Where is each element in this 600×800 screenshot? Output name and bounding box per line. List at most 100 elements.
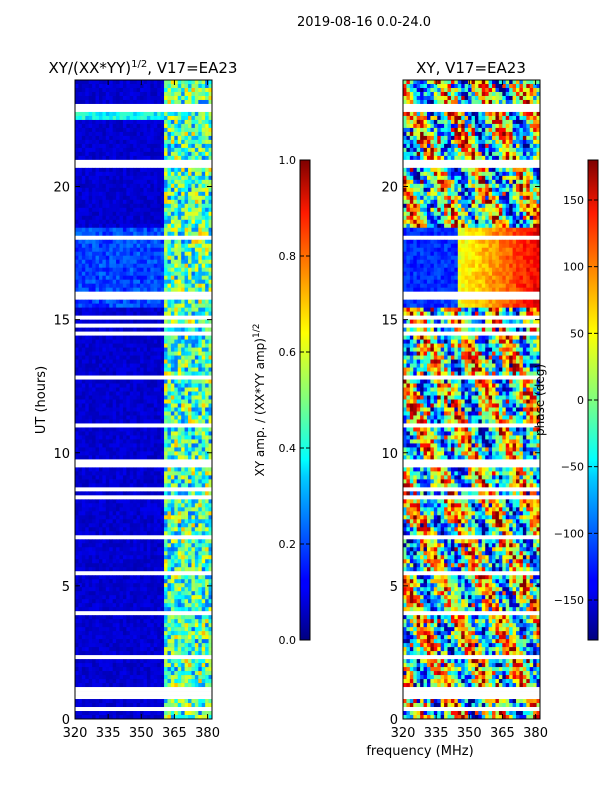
left-heat-cell [153,155,158,161]
left-heat-cell [198,111,203,117]
left-heat-cell [181,511,185,516]
left-heat-cell [201,403,206,408]
left-heat-cell [194,135,199,141]
left-heat-cell [191,239,196,245]
left-heat-cell [167,395,172,400]
left-heat-cell [109,559,113,564]
left-heat-cell [136,383,141,388]
left-heat-cell [177,515,182,520]
left-heat-cell [191,451,196,456]
left-heat-cell [153,227,158,233]
left-heat-cell [160,575,165,580]
left-heat-cell [201,471,206,476]
left-heat-cell [126,243,131,249]
left-heat-cell [119,379,124,384]
left-heat-cell [181,379,185,384]
left-heat-cell [116,387,120,392]
left-heat-cell [167,223,172,229]
left-heat-cell [167,431,172,436]
left-heat-cell [112,119,117,125]
left-heat-cell [88,499,93,504]
left-heat-cell [88,123,93,129]
left-heat-cell [75,603,79,608]
left-heat-cell [122,527,127,532]
left-heat-cell [153,419,158,424]
left-heat-cell [92,271,96,276]
left-heat-cell [143,351,148,356]
left-heat-cell [170,567,175,572]
left-heat-cell [194,363,199,368]
left-heat-cell [177,639,182,644]
left-heat-cell [201,447,206,452]
left-heat-cell [164,139,168,145]
left-heat-cell [143,563,148,568]
left-heat-cell [109,507,113,512]
left-heat-cell [105,167,110,173]
left-heat-cell [81,567,86,572]
left-heat-cell [194,83,199,89]
left-heat-cell [78,219,83,225]
left-heat-cell [164,635,168,640]
left-heat-cell [164,175,168,181]
left-heat-cell [75,479,79,484]
left-heat-cell [191,151,196,157]
left-heat-cell [181,467,185,472]
left-heat-cell [205,359,209,364]
left-heat-cell [105,211,110,217]
left-heat-cell [102,599,107,604]
left-heat-cell [201,87,206,93]
left-heat-cell [198,267,203,272]
left-heat-cell [167,483,172,488]
left-heat-cell [116,243,120,249]
left-heat-cell [198,115,203,121]
left-heat-cell [129,371,134,376]
left-heat-cell [92,543,96,548]
left-heat-cell [119,91,124,97]
left-heat-cell [122,635,127,640]
left-heat-cell [129,259,134,265]
left-heat-cell [153,631,158,636]
left-heat-cell [116,603,120,608]
left-heat-cell [81,583,86,588]
left-heat-cell [188,307,192,312]
left-heat-cell [95,411,100,416]
left-heat-cell [140,243,144,249]
left-heat-cell [122,599,127,604]
left-heat-cell [119,255,124,261]
left-heat-cell [98,635,103,640]
left-heat-cell [198,99,203,105]
left-heat-cell [92,251,96,257]
left-heat-cell [167,555,172,560]
left-heat-cell [98,343,103,348]
left-heat-cell [105,451,110,456]
left-heat-cell [78,551,83,556]
left-heat-cell [102,503,107,508]
left-heat-cell [167,135,172,141]
left-heat-cell [177,419,182,424]
left-heat-cell [150,251,155,257]
left-heat-cell [157,251,161,257]
left-heat-cell [129,91,134,97]
left-heat-cell [95,467,100,472]
left-heat-cell [98,211,103,217]
left-heat-cell [95,87,100,93]
left-heat-cell [92,183,96,189]
left-heat-cell [81,619,86,624]
left-heat-cell [194,91,199,97]
left-heat-cell [95,279,100,284]
left-heat-cell [198,507,203,512]
left-heat-cell [119,223,124,229]
left-heat-cell [92,643,96,648]
left-heat-cell [170,599,175,604]
left-heat-cell [205,191,209,197]
left-heat-cell [126,83,131,89]
left-heat-cell [102,447,107,452]
left-heat-cell [198,539,203,544]
left-heat-cell [88,335,93,340]
left-heat-cell [102,539,107,544]
left-heat-cell [81,411,86,416]
left-heat-cell [160,311,165,316]
left-heat-cell [109,499,113,504]
left-heat-cell [92,151,96,157]
left-heat-cell [143,111,148,117]
